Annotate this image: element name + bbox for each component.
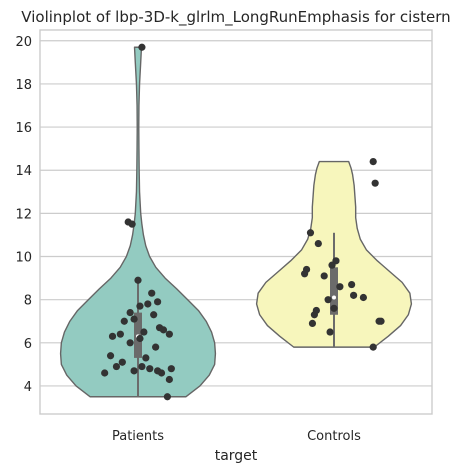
data-point bbox=[112, 362, 121, 371]
data-point bbox=[138, 43, 146, 51]
data-point bbox=[136, 302, 144, 310]
data-point bbox=[301, 270, 309, 278]
data-point bbox=[126, 339, 134, 347]
data-point bbox=[138, 362, 146, 371]
plot-frame bbox=[39, 29, 433, 415]
data-point bbox=[136, 334, 144, 343]
data-point bbox=[165, 375, 173, 384]
data-point bbox=[371, 179, 379, 187]
y-tick-label: 8 bbox=[24, 294, 32, 309]
data-point bbox=[306, 229, 315, 237]
data-point bbox=[350, 291, 358, 299]
data-point bbox=[101, 369, 109, 377]
box-controls bbox=[330, 267, 338, 315]
violin-patients bbox=[59, 46, 217, 398]
data-point bbox=[310, 311, 318, 319]
data-point bbox=[126, 309, 134, 317]
y-tick-label: 20 bbox=[15, 35, 32, 50]
data-point bbox=[359, 293, 367, 302]
y-tick-label: 4 bbox=[24, 380, 32, 395]
x-tick-label: Controls bbox=[307, 429, 361, 444]
data-point bbox=[120, 317, 128, 325]
data-point bbox=[130, 367, 138, 375]
data-point bbox=[157, 369, 166, 377]
data-point bbox=[308, 319, 317, 327]
data-point bbox=[167, 365, 175, 373]
data-point bbox=[144, 300, 152, 308]
y-tick-labels: 4 6 8 10 12 14 16 18 20 bbox=[15, 35, 32, 395]
data-point bbox=[369, 157, 377, 166]
x-tick-label: Patients bbox=[112, 429, 164, 444]
y-tick-label: 10 bbox=[15, 251, 32, 266]
data-point bbox=[369, 343, 377, 351]
y-tick-label: 16 bbox=[15, 121, 32, 136]
data-point bbox=[159, 326, 168, 334]
violins bbox=[59, 46, 413, 398]
data-point bbox=[146, 365, 154, 373]
y-tick-label: 12 bbox=[15, 207, 32, 222]
data-points bbox=[101, 43, 385, 401]
data-point bbox=[150, 311, 158, 319]
data-point bbox=[152, 343, 160, 351]
x-tick-labels: Patients Controls bbox=[112, 429, 361, 444]
data-point bbox=[142, 354, 150, 362]
median-controls bbox=[332, 295, 336, 300]
data-point bbox=[130, 315, 138, 323]
data-point bbox=[314, 239, 322, 248]
data-point bbox=[326, 328, 334, 336]
y-tick-label: 6 bbox=[24, 337, 32, 352]
data-point bbox=[106, 352, 115, 360]
x-axis-label: target bbox=[215, 448, 258, 464]
data-point bbox=[328, 261, 336, 269]
data-point bbox=[116, 330, 124, 338]
data-point bbox=[163, 393, 171, 401]
data-point bbox=[148, 289, 156, 297]
data-point bbox=[134, 276, 142, 284]
data-point bbox=[336, 283, 344, 291]
data-point bbox=[377, 317, 385, 325]
data-point bbox=[108, 332, 117, 340]
chart-title: Violinplot of lbp-3D-k_glrlm_LongRunEmph… bbox=[21, 8, 450, 27]
data-point bbox=[128, 220, 136, 228]
data-point bbox=[320, 272, 328, 280]
y-tick-label: 14 bbox=[15, 164, 32, 179]
data-point bbox=[330, 304, 338, 312]
y-tick-label: 18 bbox=[15, 78, 32, 93]
data-point bbox=[348, 280, 356, 289]
data-point bbox=[324, 296, 332, 304]
data-point bbox=[140, 328, 148, 336]
data-point bbox=[154, 298, 162, 306]
data-point bbox=[118, 358, 126, 366]
data-point bbox=[165, 330, 173, 338]
